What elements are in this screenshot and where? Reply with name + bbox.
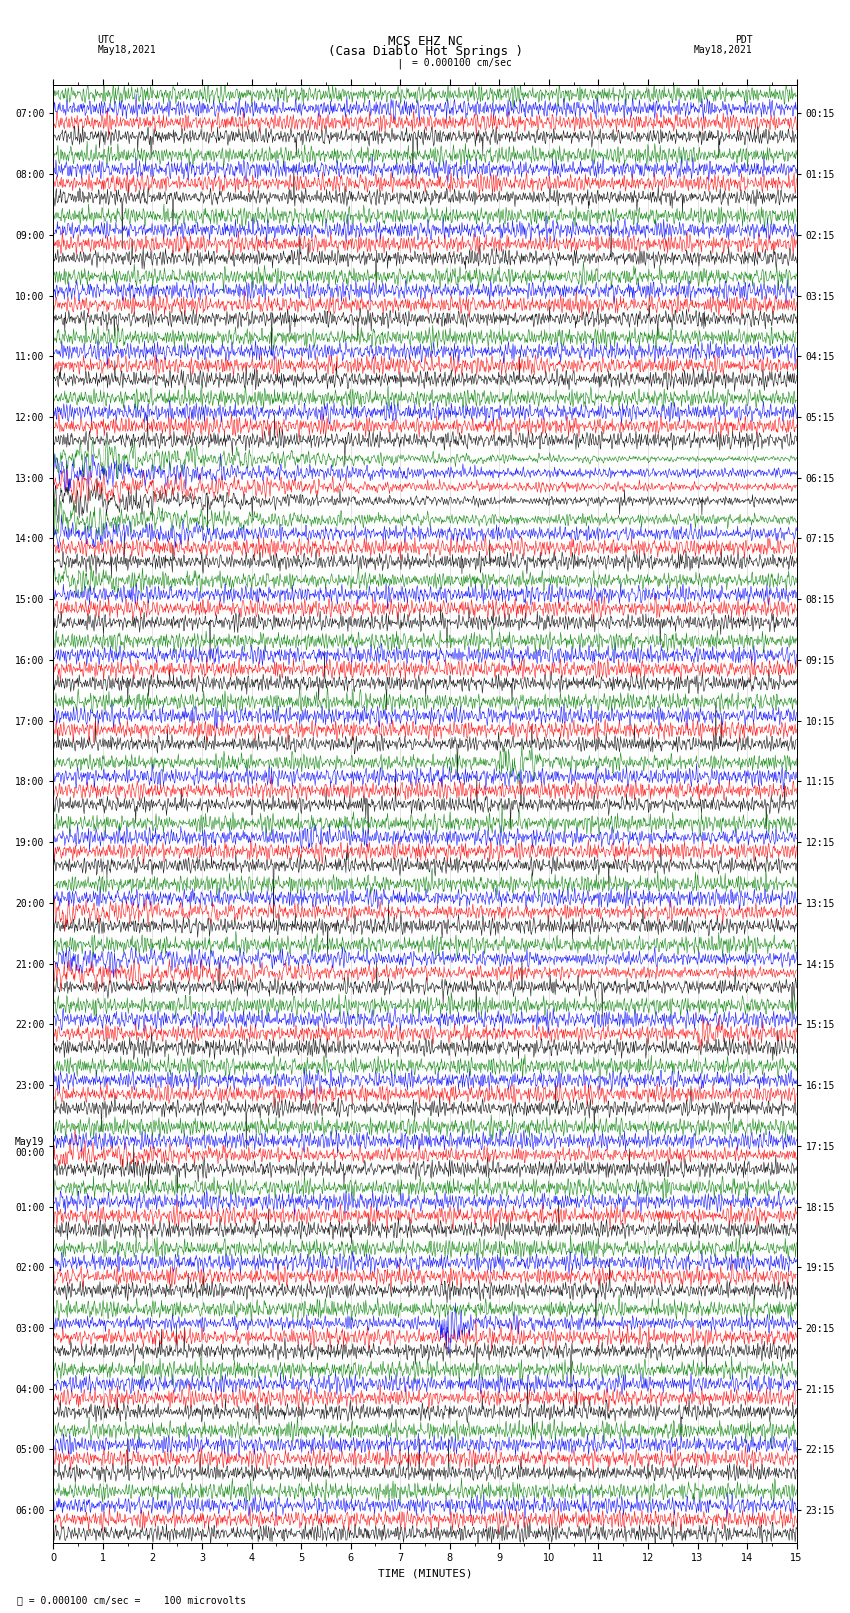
Text: May18,2021: May18,2021 <box>98 45 156 55</box>
Text: PDT: PDT <box>734 35 752 45</box>
Text: MCS EHZ NC: MCS EHZ NC <box>388 35 462 48</box>
Text: = 0.000100 cm/sec: = 0.000100 cm/sec <box>412 58 512 68</box>
Text: UTC: UTC <box>98 35 116 45</box>
Text: ⎯ = 0.000100 cm/sec =    100 microvolts: ⎯ = 0.000100 cm/sec = 100 microvolts <box>17 1595 246 1605</box>
Text: |: | <box>396 58 403 69</box>
Text: May18,2021: May18,2021 <box>694 45 752 55</box>
Text: (Casa Diablo Hot Springs ): (Casa Diablo Hot Springs ) <box>327 45 523 58</box>
X-axis label: TIME (MINUTES): TIME (MINUTES) <box>377 1569 473 1579</box>
